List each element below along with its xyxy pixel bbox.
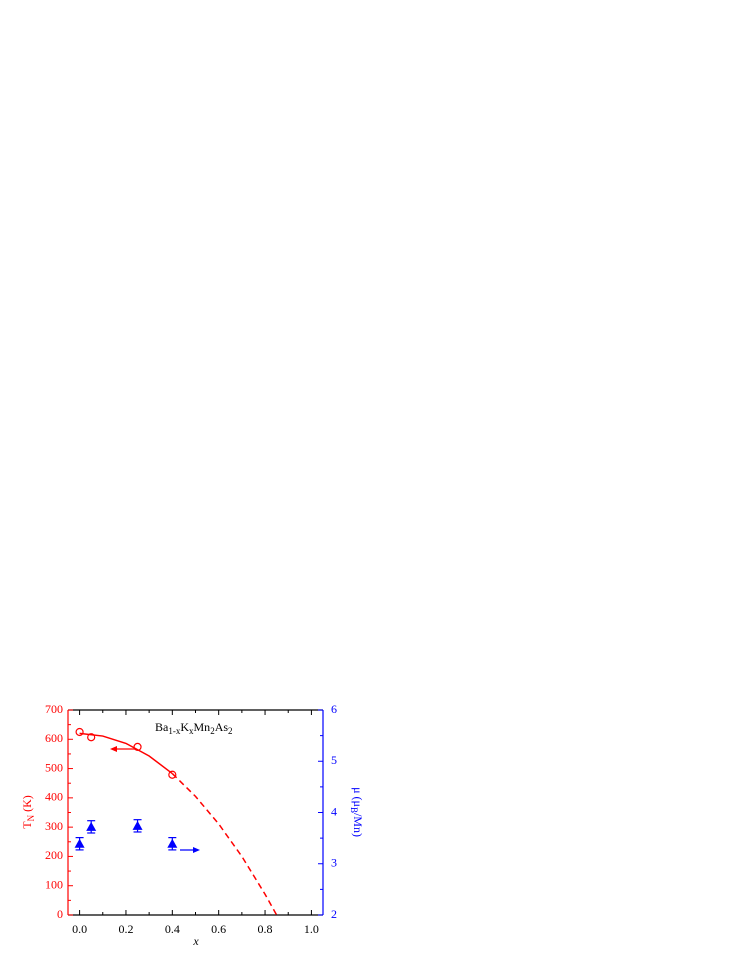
y2-axis-label-part: B: [349, 807, 359, 813]
y-axis-label-part: T: [20, 821, 34, 829]
y-axis-label: TN (K): [20, 795, 36, 829]
data-point: [132, 820, 143, 830]
y2-axis-label: μ (μB/Mn): [349, 787, 365, 837]
x-tick-label: 0.2: [118, 922, 133, 936]
y-tick-label: 600: [45, 731, 63, 745]
annotation-part: 2: [228, 726, 233, 736]
annotation-part: As: [215, 720, 229, 734]
y2-axis-label-part: μ (μ: [351, 787, 365, 807]
y2-tick-label: 2: [331, 907, 337, 921]
fit-line: [79, 732, 173, 775]
y-tick-label: 300: [45, 819, 63, 833]
annotation-part: 2: [210, 726, 215, 736]
annotation-part: K: [180, 720, 189, 734]
annotation-part: x: [189, 726, 194, 736]
y-tick-label: 100: [45, 877, 63, 891]
x-tick-label: 1.0: [304, 922, 319, 936]
data-point: [167, 838, 178, 848]
annotation-part: Mn: [194, 720, 211, 734]
x-tick-label: 0.6: [211, 922, 226, 936]
annotation-part: Ba: [155, 720, 169, 734]
data-point: [86, 821, 97, 831]
y-tick-label: 700: [45, 702, 63, 716]
y-tick-label: 0: [57, 907, 63, 921]
x-tick-label: 0.8: [258, 922, 273, 936]
y-tick-label: 200: [45, 848, 63, 862]
fit-line: [171, 773, 278, 916]
y2-tick-label: 6: [331, 702, 337, 716]
y2-tick-label: 3: [331, 856, 337, 870]
arrow-head: [110, 746, 117, 752]
y2-tick-label: 5: [331, 753, 337, 767]
annotation: Ba1-xKxMn2As2: [155, 720, 233, 736]
x-axis-label: x: [192, 934, 199, 948]
annotation-part: 1-x: [168, 726, 180, 736]
y2-tick-label: 4: [331, 804, 337, 818]
y-tick-label: 400: [45, 790, 63, 804]
x-tick-label: 0.0: [72, 922, 87, 936]
y2-axis-label-part: /Mn): [351, 813, 365, 837]
y-axis-label-part: N: [26, 814, 36, 821]
y-axis-label-part: (K): [20, 795, 34, 815]
x-tick-label: 0.4: [165, 922, 180, 936]
arrow-head: [193, 847, 200, 853]
data-point: [74, 838, 85, 848]
y-tick-label: 500: [45, 760, 63, 774]
